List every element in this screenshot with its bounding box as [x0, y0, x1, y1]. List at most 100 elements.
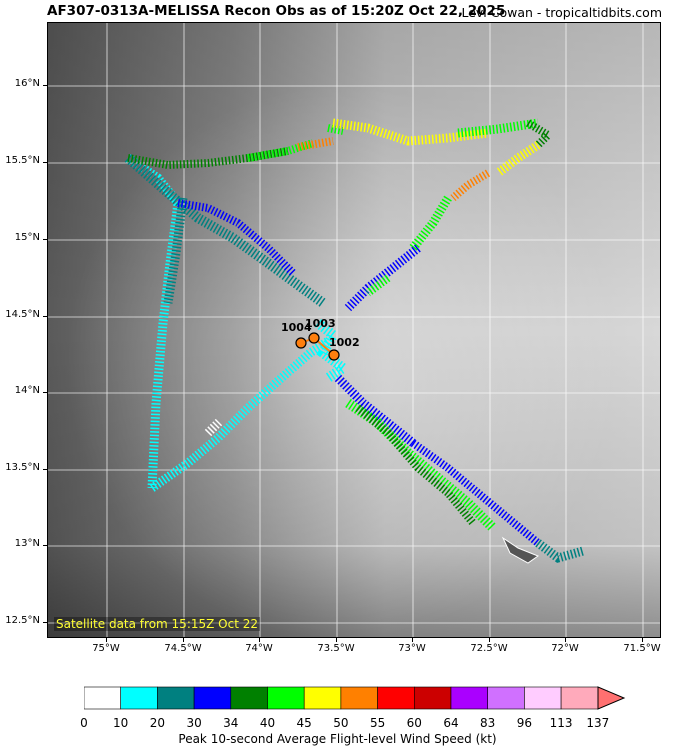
grid-lines	[48, 23, 660, 637]
colorbar-tick-label: 10	[113, 716, 129, 730]
lon-label-75: 75°W	[92, 643, 120, 654]
colorbar-swatch	[267, 686, 305, 710]
track-segment	[177, 199, 296, 276]
lon-tick	[412, 638, 413, 642]
pressure-label-1002: 1002	[329, 336, 360, 349]
colorbar-tick-label: 137	[586, 716, 610, 730]
track-segment	[332, 118, 489, 146]
track-segment	[314, 319, 352, 383]
track-segment	[355, 404, 477, 526]
lon-label-74: 74°W	[245, 643, 273, 654]
island-shape	[501, 536, 540, 564]
pressure-label-1003: 1003	[305, 317, 336, 330]
lat-label-14-5: 14.5°N	[5, 309, 40, 320]
lon-tick	[565, 638, 566, 642]
lon-tick	[183, 638, 184, 642]
colorbar-swatch	[487, 686, 525, 710]
colorbar-tick-label: 45	[296, 716, 312, 730]
center-fix-track	[295, 332, 340, 361]
colorbar-swatch	[377, 686, 415, 710]
colorbar-swatch	[120, 686, 158, 710]
map-title: AF307-0313A-MELISSA Recon Obs as of 15:2…	[47, 3, 506, 19]
lon-tick	[489, 638, 490, 642]
colorbar-tick-label: 113	[549, 716, 573, 730]
lon-tick	[336, 638, 337, 642]
track-segment	[457, 118, 539, 138]
colorbar-swatch	[560, 686, 599, 710]
satellite-map[interactable]: 1004 1003 1002 Satellite data from 15:15…	[47, 22, 661, 638]
track-segment	[450, 169, 491, 202]
pressure-marker-1002	[328, 349, 340, 361]
lat-tick	[43, 622, 47, 623]
track-segment	[327, 124, 344, 135]
lat-label-13-5: 13.5°N	[5, 462, 40, 473]
track-segment	[297, 137, 334, 151]
map-canvas	[48, 23, 660, 637]
track-segment	[535, 539, 585, 563]
lat-tick	[43, 162, 47, 163]
track-segment	[334, 374, 416, 447]
lat-tick	[43, 392, 47, 393]
lat-tick	[43, 85, 47, 86]
lat-label-12-5: 12.5°N	[5, 615, 40, 626]
colorbar-tick-label: 64	[443, 716, 459, 730]
colorbar-swatch	[450, 686, 489, 710]
colorbar-tick-label: 30	[186, 716, 202, 730]
flight-track-barbs	[124, 118, 585, 563]
colorbar-tick-label: 50	[333, 716, 349, 730]
track-segment	[525, 119, 555, 148]
colorbar-tick-label: 0	[80, 716, 88, 730]
colorbar-tick-label: 60	[406, 716, 422, 730]
lat-label-15-5: 15.5°N	[5, 155, 40, 166]
lon-label-74-5: 74.5°W	[164, 643, 202, 654]
colorbar-extend-arrow	[597, 686, 626, 710]
track-segment	[344, 244, 421, 312]
colorbar-swatch	[413, 686, 452, 710]
colorbar-tick-label: 83	[480, 716, 496, 730]
colorbar-tick-label: 96	[516, 716, 533, 730]
lat-label-14: 14°N	[14, 385, 40, 396]
lat-tick	[43, 239, 47, 240]
lon-tick	[106, 638, 107, 642]
colorbar-swatch	[230, 686, 268, 710]
colorbar-swatch	[193, 686, 232, 710]
colorbar-swatch	[524, 686, 562, 710]
track-segment	[124, 154, 326, 308]
track-segment	[345, 398, 497, 532]
lon-label-71-5: 71.5°W	[623, 643, 661, 654]
track-segment	[127, 147, 289, 170]
track-segment	[410, 439, 541, 547]
lon-tick	[642, 638, 643, 642]
colorbar-label: Peak 10-second Average Flight-level Wind…	[178, 732, 497, 746]
satellite-note: Satellite data from 15:15Z Oct 22	[54, 617, 260, 631]
lon-label-73: 73°W	[398, 643, 426, 654]
lon-label-72-5: 72.5°W	[470, 643, 508, 654]
colorbar-tick-label: 55	[369, 716, 386, 730]
track-segment	[163, 197, 188, 304]
colorbar-tick-label: 40	[259, 716, 276, 730]
pressure-marker-1004	[295, 337, 307, 349]
lat-label-15: 15°N	[14, 232, 40, 243]
lat-label-16: 16°N	[14, 78, 40, 89]
track-segment	[365, 274, 391, 297]
lat-tick	[43, 316, 47, 317]
lat-tick	[43, 469, 47, 470]
lon-tick	[259, 638, 260, 642]
pressure-marker-1003	[308, 332, 320, 344]
track-segment	[495, 141, 541, 177]
colorbar-swatch	[303, 686, 342, 710]
colorbar-swatch	[84, 686, 122, 710]
track-segment	[409, 195, 452, 251]
pressure-label-1004: 1004	[281, 321, 312, 334]
colorbar-tick-label: 20	[149, 716, 166, 730]
lon-label-73-5: 73.5°W	[317, 643, 355, 654]
lat-label-13: 13°N	[14, 538, 40, 549]
lat-tick	[43, 545, 47, 546]
lon-label-72: 72°W	[551, 643, 579, 654]
colorbar-swatch	[340, 686, 378, 710]
credit-text: Levi Cowan - tropicaltidbits.com	[461, 5, 662, 20]
track-segment	[204, 417, 224, 437]
wind-colorbar	[84, 686, 626, 710]
colorbar-tick-label: 34	[223, 716, 239, 730]
colorbar-swatch	[157, 686, 195, 710]
